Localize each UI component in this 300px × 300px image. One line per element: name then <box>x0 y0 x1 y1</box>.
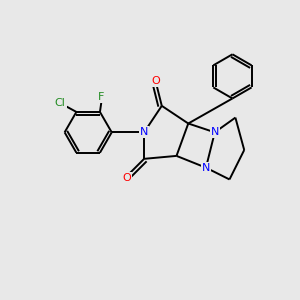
Text: N: N <box>202 163 210 173</box>
Text: F: F <box>98 92 105 102</box>
Text: O: O <box>122 173 131 183</box>
Text: N: N <box>140 127 148 137</box>
Text: O: O <box>152 76 160 86</box>
Text: Cl: Cl <box>55 98 66 108</box>
Text: N: N <box>211 127 219 137</box>
